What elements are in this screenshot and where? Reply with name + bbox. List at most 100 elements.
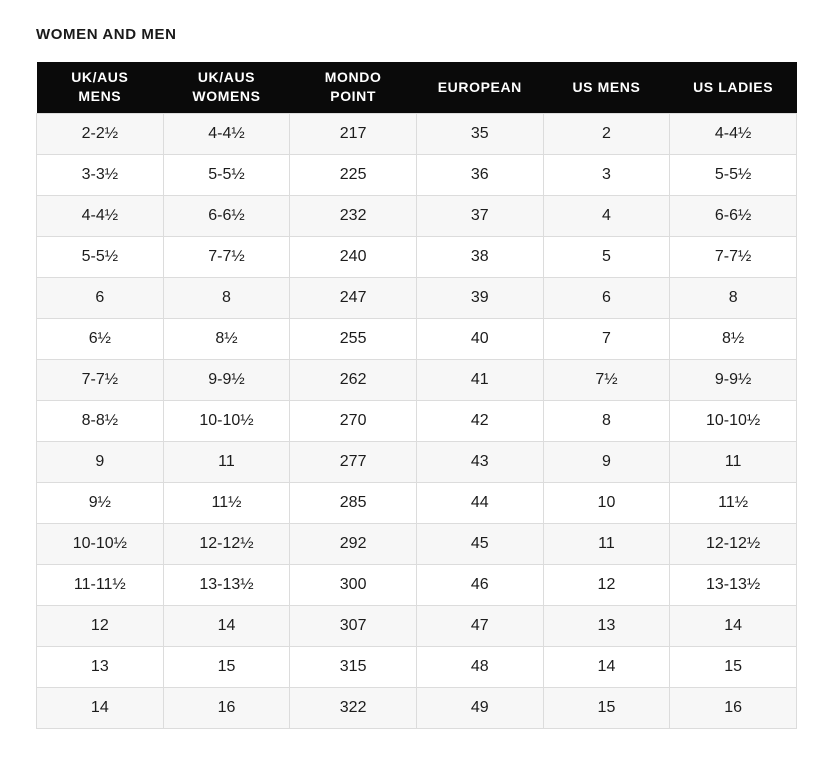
- table-cell: 11: [669, 440, 797, 483]
- table-cell: 10: [542, 481, 671, 524]
- table-cell: 49: [415, 686, 544, 729]
- table-cell: 9½: [36, 481, 164, 524]
- table-cell: 292: [289, 522, 417, 565]
- table-cell: 35: [415, 112, 544, 155]
- table-cell: 4-4½: [162, 112, 291, 155]
- size-table-header-row: UK/AUS MENS UK/AUS WOMENS MONDO POINT EUROP…: [36, 62, 797, 113]
- table-cell: 262: [289, 358, 417, 401]
- table-cell: 10-10½: [36, 522, 164, 565]
- table-cell: 9-9½: [162, 358, 291, 401]
- table-cell: 47: [415, 604, 544, 647]
- table-cell: 10-10½: [162, 399, 291, 442]
- table-cell: 247: [289, 276, 417, 319]
- table-cell: 44: [415, 481, 544, 524]
- table-cell: 4-4½: [669, 112, 797, 155]
- table-cell: 14: [162, 604, 291, 647]
- table-cell: 9: [36, 440, 164, 483]
- table-row: 11-11½ 13-13½ 300 46 12 13-13½: [36, 563, 797, 606]
- table-cell: 13-13½: [162, 563, 291, 606]
- table-cell: 13: [542, 604, 671, 647]
- size-conversion-table: UK/AUS MENS UK/AUS WOMENS MONDO POINT EUROP…: [36, 62, 797, 729]
- table-cell: 2: [542, 112, 671, 155]
- size-table-head: UK/AUS MENS UK/AUS WOMENS MONDO POINT EUROP…: [36, 62, 797, 113]
- table-cell: 5-5½: [669, 153, 797, 196]
- table-cell: 7-7½: [36, 358, 164, 401]
- table-row: 13 15 315 48 14 15: [36, 645, 797, 688]
- table-cell: 240: [289, 235, 417, 278]
- table-cell: 7½: [542, 358, 671, 401]
- size-chart-page: WOMEN AND MEN UK/AUS MENS UK/AUS WOMENS MO…: [36, 26, 797, 729]
- table-cell: 2-2½: [36, 112, 164, 155]
- table-cell: 5-5½: [36, 235, 164, 278]
- table-cell: 39: [415, 276, 544, 319]
- table-cell: 300: [289, 563, 417, 606]
- table-cell: 46: [415, 563, 544, 606]
- table-row: 9½ 11½ 285 44 10 11½: [36, 481, 797, 524]
- table-row: 9 11 277 43 9 11: [36, 440, 797, 483]
- table-cell: 285: [289, 481, 417, 524]
- table-cell: 14: [36, 686, 164, 729]
- table-cell: 37: [415, 194, 544, 237]
- column-header: US LADIES: [669, 62, 797, 113]
- table-cell: 6½: [36, 317, 164, 360]
- table-cell: 9: [542, 440, 671, 483]
- table-cell: 7-7½: [669, 235, 797, 278]
- table-cell: 277: [289, 440, 417, 483]
- table-cell: 13-13½: [669, 563, 797, 606]
- table-cell: 270: [289, 399, 417, 442]
- table-cell: 11½: [669, 481, 797, 524]
- column-header: UK/AUS MENS: [36, 62, 164, 113]
- table-cell: 4: [542, 194, 671, 237]
- table-cell: 4-4½: [36, 194, 164, 237]
- table-cell: 232: [289, 194, 417, 237]
- table-cell: 8-8½: [36, 399, 164, 442]
- table-cell: 8: [162, 276, 291, 319]
- column-header: US MENS: [543, 62, 670, 113]
- table-cell: 3: [542, 153, 671, 196]
- table-cell: 45: [415, 522, 544, 565]
- table-cell: 8½: [669, 317, 797, 360]
- table-cell: 8: [669, 276, 797, 319]
- table-row: 10-10½ 12-12½ 292 45 11 12-12½: [36, 522, 797, 565]
- table-cell: 6-6½: [162, 194, 291, 237]
- table-row: 6 8 247 39 6 8: [36, 276, 797, 319]
- table-cell: 6: [542, 276, 671, 319]
- table-cell: 11½: [162, 481, 291, 524]
- table-cell: 217: [289, 112, 417, 155]
- table-cell: 8½: [162, 317, 291, 360]
- table-row: 8-8½ 10-10½ 270 42 8 10-10½: [36, 399, 797, 442]
- table-row: 3-3½ 5-5½ 225 36 3 5-5½: [36, 153, 797, 196]
- table-cell: 11-11½: [36, 563, 164, 606]
- table-cell: 10-10½: [669, 399, 797, 442]
- table-cell: 12: [542, 563, 671, 606]
- page-title: WOMEN AND MEN: [36, 26, 177, 43]
- table-row: 5-5½ 7-7½ 240 38 5 7-7½: [36, 235, 797, 278]
- table-cell: 307: [289, 604, 417, 647]
- table-cell: 48: [415, 645, 544, 688]
- table-row: 2-2½ 4-4½ 217 35 2 4-4½: [36, 112, 797, 155]
- table-cell: 3-3½: [36, 153, 164, 196]
- table-cell: 322: [289, 686, 417, 729]
- column-header: MONDO POINT: [289, 62, 417, 113]
- table-cell: 5-5½: [162, 153, 291, 196]
- table-cell: 12-12½: [669, 522, 797, 565]
- table-cell: 13: [36, 645, 164, 688]
- column-header: EUROPEAN: [416, 62, 544, 113]
- table-cell: 15: [669, 645, 797, 688]
- table-row: 12 14 307 47 13 14: [36, 604, 797, 647]
- table-row: 6½ 8½ 255 40 7 8½: [36, 317, 797, 360]
- table-cell: 11: [162, 440, 291, 483]
- table-cell: 16: [669, 686, 797, 729]
- table-cell: 36: [415, 153, 544, 196]
- table-cell: 11: [542, 522, 671, 565]
- table-row: 14 16 322 49 15 16: [36, 686, 797, 729]
- table-row: 7-7½ 9-9½ 262 41 7½ 9-9½: [36, 358, 797, 401]
- table-cell: 38: [415, 235, 544, 278]
- column-header: UK/AUS WOMENS: [163, 62, 290, 113]
- table-cell: 6: [36, 276, 164, 319]
- table-cell: 16: [162, 686, 291, 729]
- table-cell: 15: [542, 686, 671, 729]
- size-table-body: 2-2½ 4-4½ 217 35 2 4-4½ 3-3½ 5-5½ 225 36 3 5-5½ 4-4½…: [36, 112, 797, 729]
- table-cell: 14: [542, 645, 671, 688]
- table-cell: 7: [542, 317, 671, 360]
